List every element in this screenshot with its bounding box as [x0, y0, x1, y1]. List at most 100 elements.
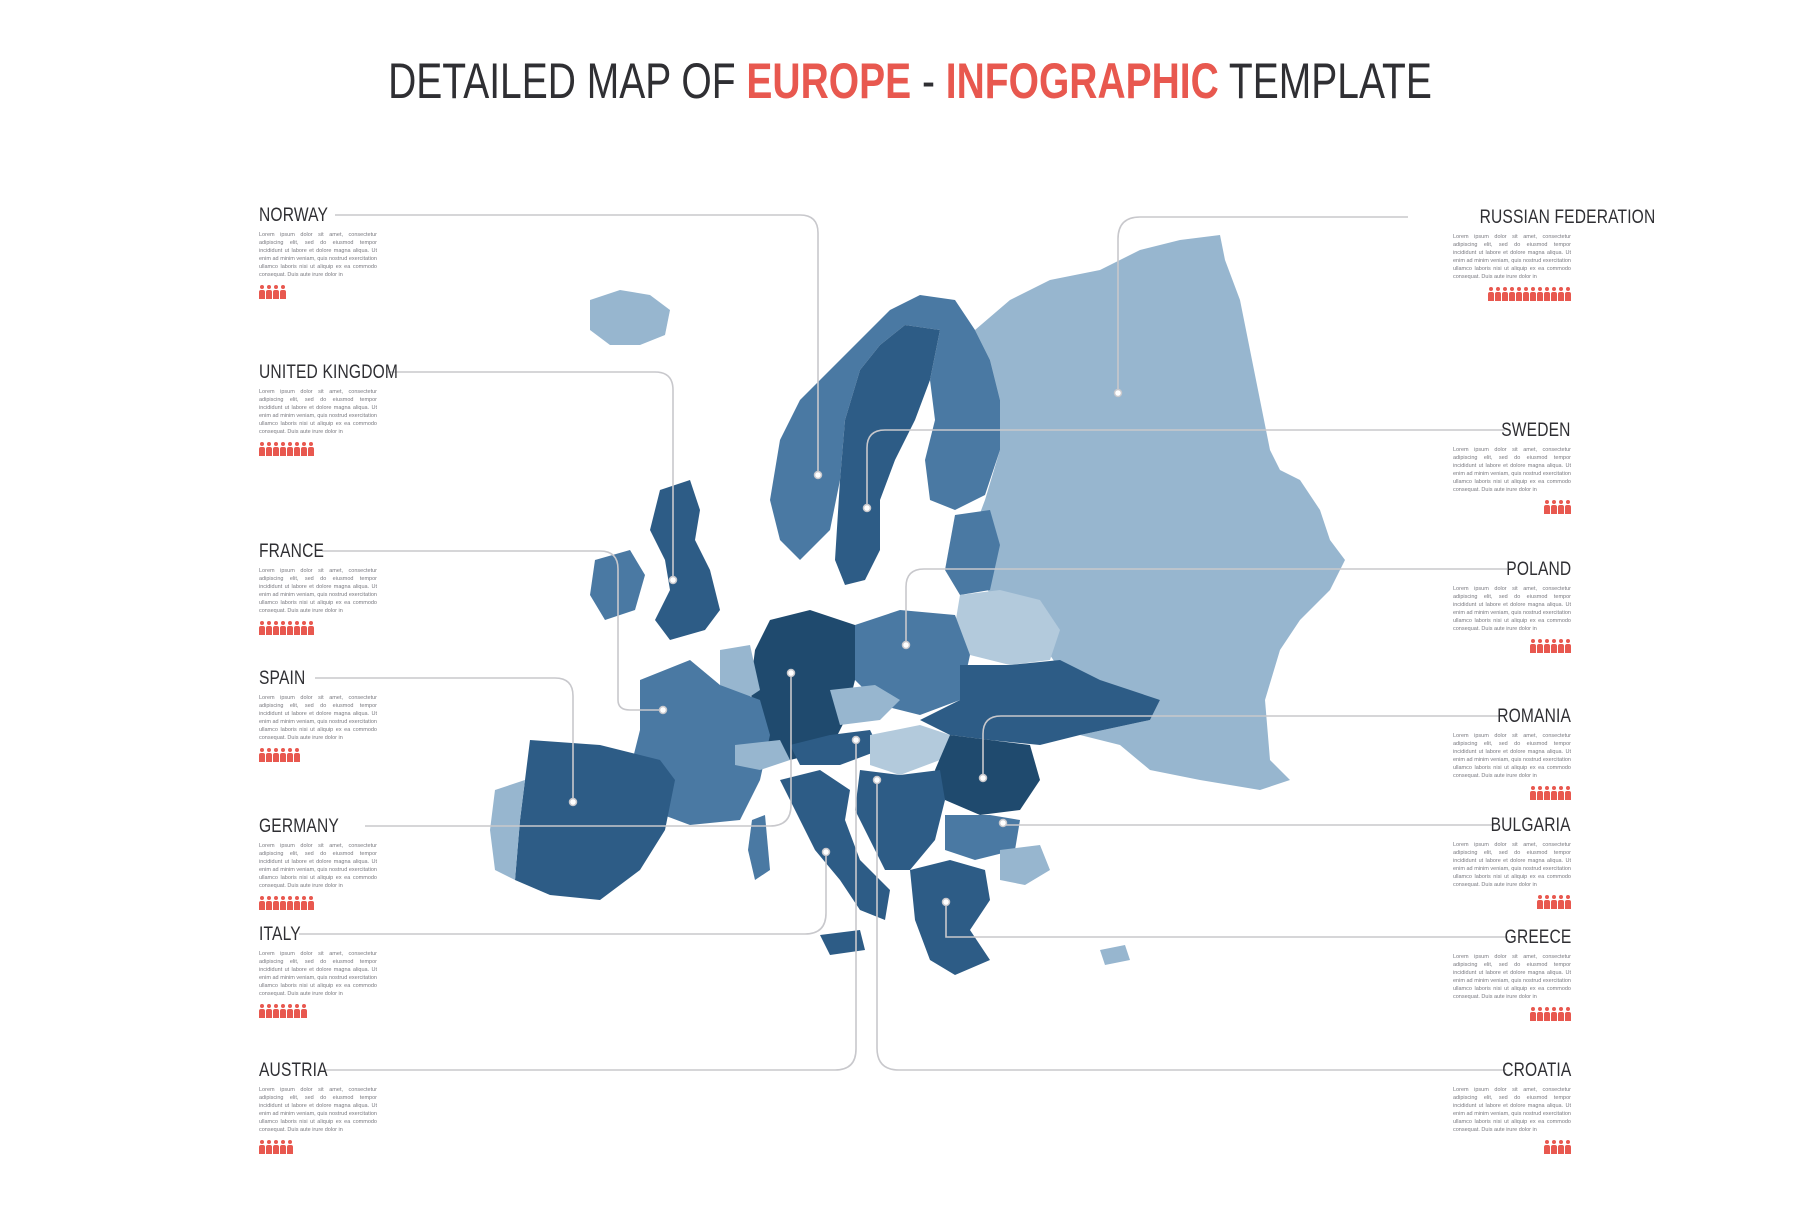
region-romania[interactable] [935, 735, 1040, 815]
person-icon [1558, 895, 1564, 909]
region-baltics[interactable] [945, 510, 1000, 595]
person-icon [1551, 1140, 1557, 1154]
region-germany[interactable] [750, 610, 855, 760]
label-poland[interactable]: POLAND Lorem ipsum dolor sit amet, conse… [1441, 559, 1571, 653]
people-icons [259, 285, 389, 299]
region-sardinia[interactable] [748, 815, 770, 880]
description-text: Lorem ipsum dolor sit amet, consectetur … [1453, 733, 1571, 779]
person-icon [294, 896, 300, 910]
people-icons [1441, 1007, 1571, 1021]
person-icon [1544, 895, 1550, 909]
region-russia[interactable] [970, 235, 1345, 790]
region-spain[interactable] [515, 740, 675, 900]
label-italy[interactable]: ITALY Lorem ipsum dolor sit amet, consec… [259, 924, 389, 1018]
description-text: Lorem ipsum dolor sit amet, consectetur … [259, 568, 377, 614]
region-balkans[interactable] [855, 770, 945, 870]
region-cyprus[interactable] [1100, 945, 1130, 965]
label-greece[interactable]: GREECE Lorem ipsum dolor sit amet, conse… [1441, 927, 1571, 1021]
region-iceland[interactable] [590, 290, 670, 345]
region-hungary[interactable] [870, 725, 950, 775]
region-united-kingdom[interactable] [650, 480, 720, 640]
person-icon [259, 1004, 265, 1018]
label-norway[interactable]: NORWAY Lorem ipsum dolor sit amet, conse… [259, 205, 389, 299]
person-icon [1544, 287, 1550, 301]
person-icon [1509, 287, 1515, 301]
person-icon [1551, 1007, 1557, 1021]
leader-lines [299, 214, 1508, 1071]
country-name: CROATIA [1501, 1060, 1571, 1081]
person-icon [287, 896, 293, 910]
label-bulgaria[interactable]: BULGARIA Lorem ipsum dolor sit amet, con… [1441, 815, 1571, 909]
label-sweden[interactable]: SWEDEN Lorem ipsum dolor sit amet, conse… [1441, 420, 1571, 514]
person-icon [280, 621, 286, 635]
country-name: ROMANIA [1497, 706, 1571, 727]
person-icon [266, 748, 272, 762]
person-icon [1565, 1140, 1571, 1154]
people-icons [1441, 287, 1571, 301]
region-portugal[interactable] [490, 780, 525, 880]
person-icon [1530, 786, 1536, 800]
person-icon [294, 442, 300, 456]
person-icon [1523, 287, 1529, 301]
country-name: RUSSIAN FEDERATION [1479, 207, 1656, 228]
people-icons [1441, 639, 1571, 653]
people-icons [1441, 1140, 1571, 1154]
region-norway[interactable] [770, 295, 975, 560]
title-accent-infographic: INFOGRAPHIC [945, 53, 1219, 109]
country-name: NORWAY [259, 205, 329, 226]
label-germany[interactable]: GERMANY Lorem ipsum dolor sit amet, cons… [259, 816, 389, 910]
person-icon [1544, 1140, 1550, 1154]
region-sweden[interactable] [835, 325, 940, 585]
label-united-kingdom[interactable]: UNITED KINGDOM Lorem ipsum dolor sit ame… [259, 362, 398, 456]
label-romania[interactable]: ROMANIA Lorem ipsum dolor sit amet, cons… [1441, 706, 1571, 800]
region-benelux[interactable] [720, 645, 760, 700]
region-italy[interactable] [780, 770, 890, 920]
person-icon [1558, 287, 1564, 301]
person-icon [273, 748, 279, 762]
person-icon [280, 896, 286, 910]
person-icon [1551, 786, 1557, 800]
person-icon [1502, 287, 1508, 301]
country-name: GERMANY [259, 816, 339, 837]
region-sicily[interactable] [820, 930, 865, 955]
country-name: SPAIN [259, 668, 306, 689]
region-ukraine[interactable] [920, 660, 1160, 745]
person-icon [301, 442, 307, 456]
person-icon [1530, 639, 1536, 653]
region-switzerland[interactable] [735, 740, 790, 770]
person-icon [273, 621, 279, 635]
description-text: Lorem ipsum dolor sit amet, consectetur … [259, 843, 377, 889]
region-poland[interactable] [855, 610, 970, 715]
person-icon [287, 1140, 293, 1154]
person-icon [259, 748, 265, 762]
country-name: POLAND [1505, 559, 1571, 580]
person-icon [301, 896, 307, 910]
region-turkey[interactable] [1000, 845, 1050, 885]
label-spain[interactable]: SPAIN Lorem ipsum dolor sit amet, consec… [259, 668, 389, 762]
label-france[interactable]: FRANCE Lorem ipsum dolor sit amet, conse… [259, 541, 389, 635]
country-name: FRANCE [259, 541, 325, 562]
person-icon [308, 442, 314, 456]
region-greece[interactable] [910, 860, 990, 975]
leader-dots [568, 388, 1123, 907]
person-icon [294, 621, 300, 635]
label-croatia[interactable]: CROATIA Lorem ipsum dolor sit amet, cons… [1441, 1060, 1571, 1154]
label-russian-federation[interactable]: RUSSIAN FEDERATION Lorem ipsum dolor sit… [1441, 207, 1655, 301]
people-icons [259, 621, 389, 635]
person-icon [1537, 639, 1543, 653]
description-text: Lorem ipsum dolor sit amet, consectetur … [259, 695, 377, 741]
label-austria[interactable]: AUSTRIA Lorem ipsum dolor sit amet, cons… [259, 1060, 389, 1154]
person-icon [1558, 1140, 1564, 1154]
person-icon [1565, 786, 1571, 800]
description-text: Lorem ipsum dolor sit amet, consectetur … [1453, 447, 1571, 493]
person-icon [266, 621, 272, 635]
person-icon [266, 896, 272, 910]
title-part-3: TEMPLATE [1218, 53, 1432, 109]
person-icon [280, 748, 286, 762]
region-czech[interactable] [830, 685, 900, 725]
person-icon [273, 442, 279, 456]
region-finland[interactable] [925, 330, 1000, 510]
region-belarus[interactable] [955, 590, 1060, 665]
person-icon [301, 621, 307, 635]
person-icon [1537, 895, 1543, 909]
